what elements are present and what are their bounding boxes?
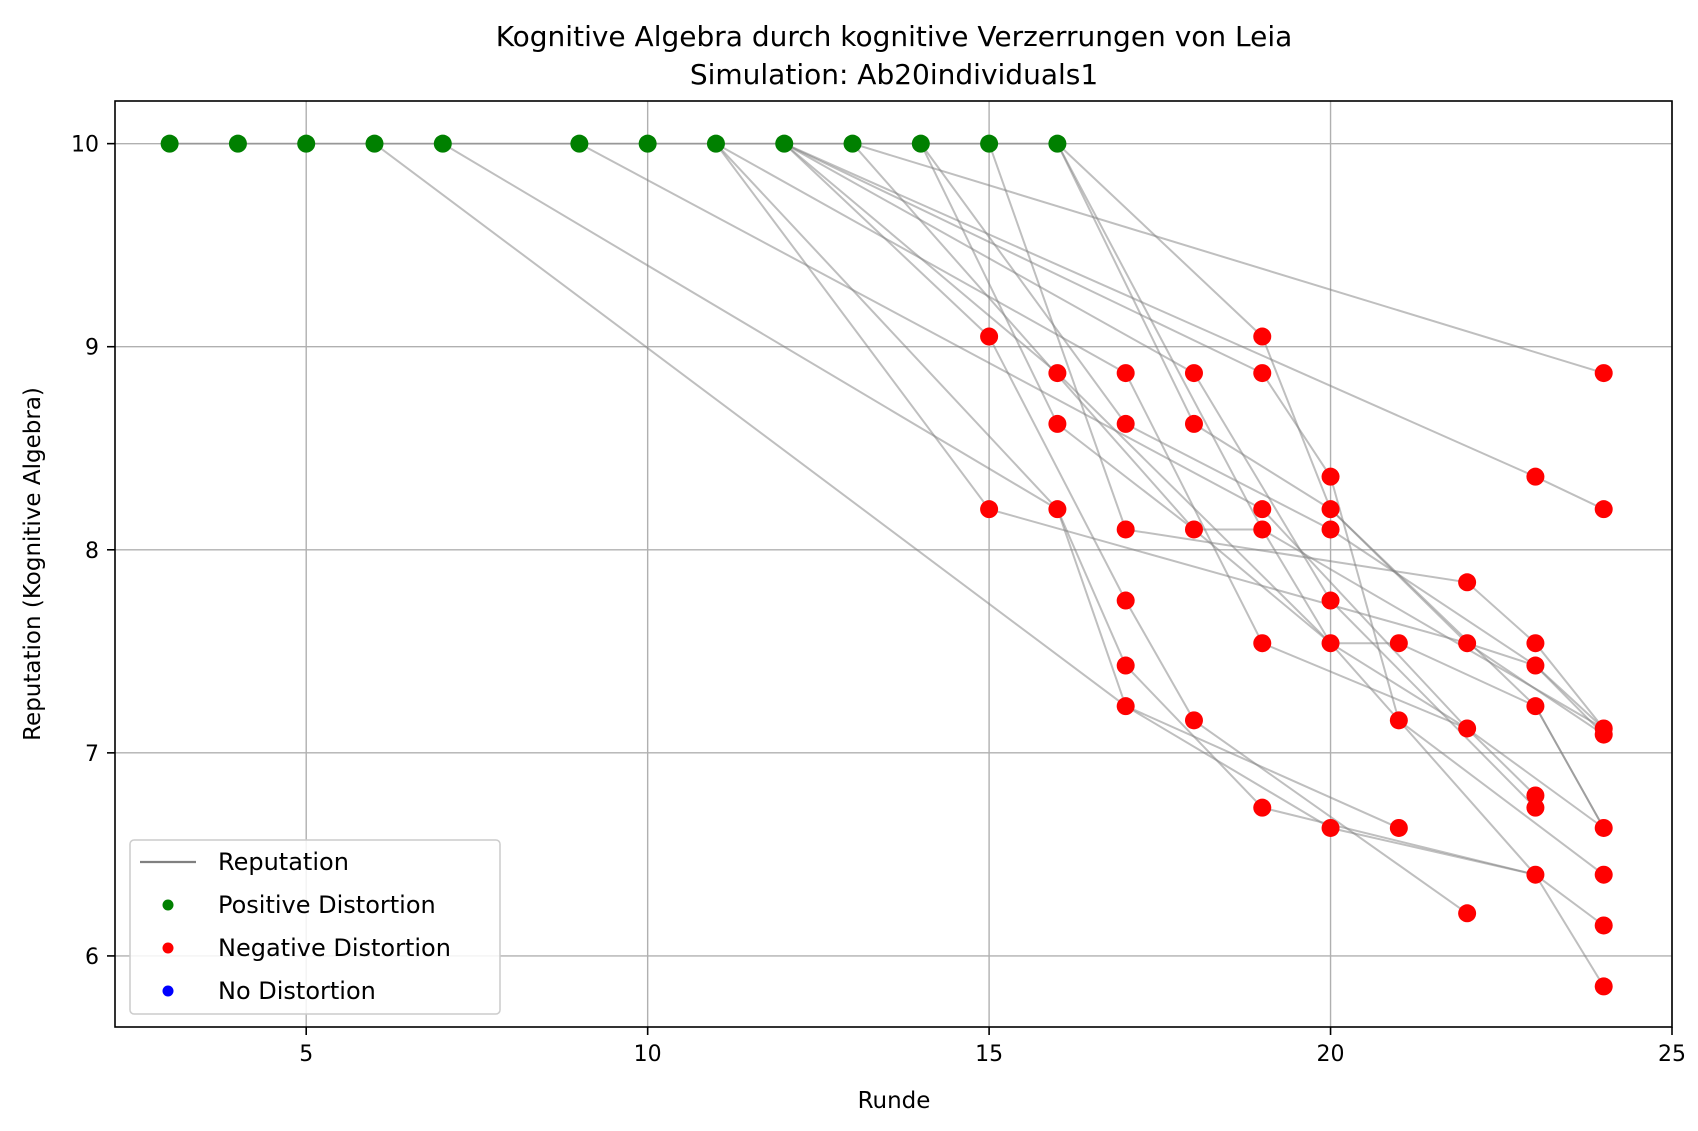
positive-distortion-point [570, 134, 589, 153]
reputation-line [442, 142, 1605, 987]
x-tick-label: 20 [1317, 1042, 1345, 1067]
negative-distortion-point [1253, 520, 1272, 539]
negative-distortion-point [980, 500, 999, 519]
negative-distortion-point [1594, 818, 1613, 837]
negative-distortion-point [1116, 656, 1135, 675]
y-tick-label: 10 [71, 133, 99, 158]
legend-label: No Distortion [218, 977, 376, 1005]
negative-distortion-point [1116, 414, 1135, 433]
negative-distortion-point [1321, 634, 1340, 653]
negative-distortion-point [1526, 798, 1545, 817]
y-tick-label: 9 [85, 336, 99, 361]
legend-marker-swatch [162, 899, 174, 911]
legend-marker-swatch [162, 942, 174, 954]
negative-distortion-point [1526, 865, 1545, 884]
legend-label: Reputation [218, 848, 349, 876]
positive-distortion-point [775, 134, 794, 153]
negative-distortion-point [1458, 904, 1477, 923]
negative-distortion-point [1321, 500, 1340, 519]
y-tick-label: 7 [85, 742, 99, 767]
positive-distortion-point [228, 134, 247, 153]
negative-distortion-point [1321, 591, 1340, 610]
negative-distortion-point [1116, 697, 1135, 716]
x-tick-label: 15 [975, 1042, 1003, 1067]
positive-distortion-point [706, 134, 725, 153]
positive-distortion-point [1048, 134, 1067, 153]
negative-distortion-point [1526, 656, 1545, 675]
negative-distortion-point [1458, 634, 1477, 653]
legend-label: Negative Distortion [218, 934, 451, 962]
legend-label: Positive Distortion [218, 891, 436, 919]
negative-distortion-point [1321, 520, 1340, 539]
negative-distortion-point [1389, 818, 1408, 837]
negative-distortion-point [1321, 818, 1340, 837]
negative-distortion-point [1253, 364, 1272, 383]
plot-frame [114, 100, 1673, 1028]
y-ticks: 6 7 8 9 10 [71, 133, 115, 970]
chart-subtitle: Simulation: Ab20individuals1 [690, 58, 1098, 91]
x-tick-label: 25 [1658, 1042, 1686, 1067]
legend: Reputation Positive Distortion Negative Di… [129, 839, 501, 1015]
negative-distortion-point [1253, 500, 1272, 519]
y-tick-label: 6 [85, 945, 99, 970]
reputation-line [852, 142, 1604, 375]
y-axis-label: Reputation (Kognitive Algebra) [20, 387, 46, 741]
positive-distortion-point [365, 134, 384, 153]
positive-distortion-point [911, 134, 930, 153]
negative-distortion-point [1184, 520, 1203, 539]
negative-distortion-point [1594, 977, 1613, 996]
negative-distortion-point [1184, 364, 1203, 383]
negative-distortion-point [1594, 916, 1613, 935]
positive-distortion-point [638, 134, 657, 153]
negative-distortion-point [1594, 364, 1613, 383]
legend-box [129, 839, 501, 1015]
x-tick-label: 5 [299, 1042, 313, 1067]
negative-distortion-point [1594, 865, 1613, 884]
positive-distortion-point [843, 134, 862, 153]
legend-marker-swatch [162, 985, 174, 997]
positive-distortion-point [980, 134, 999, 153]
negative-distortion-point [1594, 725, 1613, 744]
negative-distortion-point [1458, 573, 1477, 592]
negative-distortion-point [1253, 634, 1272, 653]
reputation-line [783, 142, 1537, 809]
reputation-line [1056, 142, 1605, 730]
negative-distortion-point [1048, 364, 1067, 383]
negative-distortion-point [1116, 520, 1135, 539]
negative-distortion-point [1526, 634, 1545, 653]
negative-distortion-point [1048, 500, 1067, 519]
negative-distortion-point [1389, 634, 1408, 653]
x-ticks: 5 10 15 20 25 [299, 1027, 1686, 1067]
negative-distortion-point [1184, 711, 1203, 730]
negative-distortion-point [1594, 500, 1613, 519]
negative-distortion-point [1116, 364, 1135, 383]
reputation-line [578, 142, 1605, 829]
x-axis-label: Runde [858, 1088, 931, 1114]
negative-distortion-point [1389, 711, 1408, 730]
negative-distortion-point [1253, 327, 1272, 346]
points [160, 134, 1613, 996]
positive-distortion-point [433, 134, 452, 153]
negative-distortion-point [1184, 414, 1203, 433]
positive-distortion-point [297, 134, 316, 153]
positive-distortion-point [160, 134, 179, 153]
chart-title: Kognitive Algebra durch kognitive Verzer… [496, 20, 1293, 53]
negative-distortion-point [1116, 591, 1135, 610]
negative-distortion-point [1321, 467, 1340, 486]
x-tick-label: 10 [634, 1042, 662, 1067]
negative-distortion-point [1526, 467, 1545, 486]
negative-distortion-point [1048, 414, 1067, 433]
y-tick-label: 8 [85, 539, 99, 564]
negative-distortion-point [1526, 697, 1545, 716]
negative-distortion-point [1458, 719, 1477, 738]
negative-distortion-point [1253, 798, 1272, 817]
negative-distortion-point [980, 327, 999, 346]
